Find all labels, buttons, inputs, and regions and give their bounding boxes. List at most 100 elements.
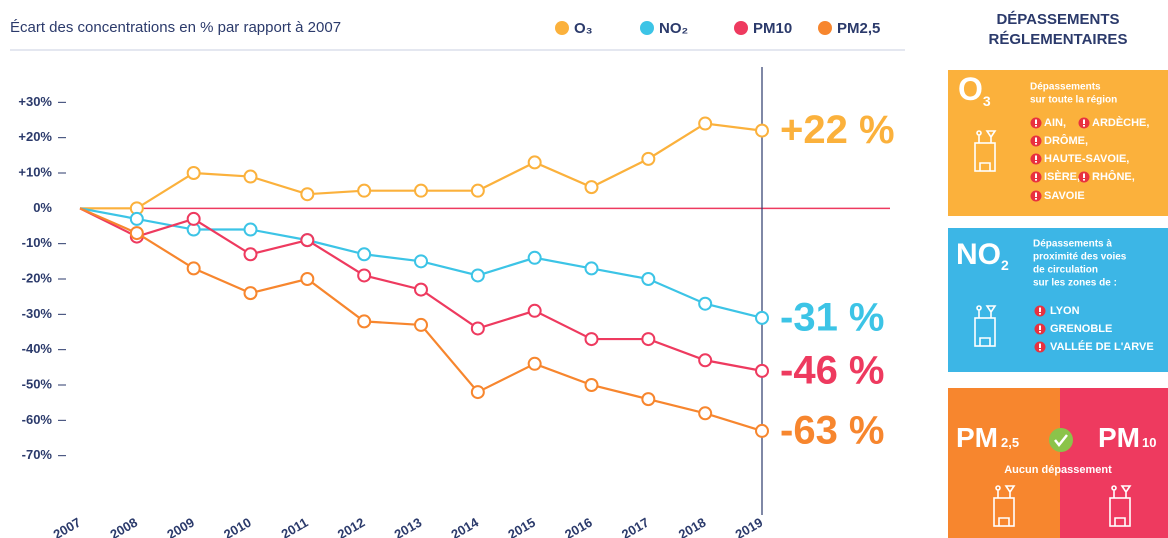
point — [357, 268, 372, 283]
o3-item: SAVOIE — [1044, 190, 1085, 202]
point — [641, 151, 656, 166]
point — [243, 222, 258, 237]
x-tick-label: 2011 — [279, 515, 311, 538]
point — [186, 166, 201, 180]
point — [527, 155, 542, 170]
o3-item: AIN, — [1044, 117, 1066, 129]
point — [300, 272, 315, 286]
y-tick-label: +20% — [18, 129, 52, 144]
pm10-box — [1060, 388, 1168, 538]
y-tick-label: -40% — [22, 341, 53, 356]
point — [300, 187, 315, 202]
point — [186, 261, 201, 276]
point — [357, 183, 372, 198]
x-tick-label: 2010 — [221, 515, 254, 538]
point — [584, 180, 599, 195]
point — [470, 385, 485, 400]
x-tick-label: 2018 — [676, 515, 709, 538]
no2-text: de circulation — [1033, 265, 1098, 276]
x-tick-label: 2016 — [562, 515, 595, 538]
x-tick-label: 2007 — [51, 515, 84, 538]
point — [641, 392, 656, 407]
x-tick-label: 2017 — [619, 515, 652, 538]
legend-label: PM2,5 — [837, 20, 880, 37]
y-tick-label: +30% — [18, 94, 52, 109]
x-tick-label: 2008 — [108, 515, 141, 538]
point — [300, 233, 315, 248]
legend-swatch — [818, 21, 832, 35]
end-label: -63 % — [780, 408, 885, 452]
ok-check — [1054, 434, 1068, 448]
point — [641, 272, 656, 286]
point — [641, 332, 656, 347]
legend: O₃ NO₂ PM10 PM2,5 — [555, 20, 880, 37]
point — [698, 353, 713, 368]
point — [414, 254, 428, 269]
end-label: -46 % — [780, 348, 885, 392]
o3-item: HAUTE-SAVOIE, — [1044, 153, 1129, 165]
legend-label: NO₂ — [659, 20, 688, 37]
no2-label: NO2 — [956, 238, 1009, 273]
point — [698, 296, 713, 311]
point — [129, 211, 144, 226]
o3-text: sur toute la région — [1030, 95, 1117, 106]
o3-item: RHÔNE, — [1092, 170, 1135, 183]
chart-title: Écart des concentrations en % par rappor… — [10, 19, 341, 36]
point — [527, 250, 542, 265]
point — [584, 261, 599, 276]
point — [357, 247, 372, 262]
point — [357, 314, 372, 329]
point — [755, 123, 769, 138]
point — [243, 169, 258, 184]
y-tick-label: -10% — [22, 235, 53, 250]
legend-swatch — [555, 21, 569, 35]
point — [470, 321, 485, 336]
point — [527, 303, 542, 318]
o3-item: ARDÈCHE, — [1092, 116, 1149, 129]
y-tick-label: -50% — [22, 376, 53, 391]
x-tick-label: 2009 — [164, 515, 197, 538]
point — [414, 183, 428, 198]
no2-text: proximité des voies — [1033, 252, 1127, 263]
no2-text: Dépassements à — [1033, 239, 1112, 250]
no2-text: sur les zones de : — [1033, 278, 1117, 289]
legend-label: O₃ — [574, 20, 593, 37]
no2-box — [948, 228, 1168, 372]
point — [414, 317, 428, 332]
x-tick-label: 2013 — [392, 515, 425, 538]
y-tick-label: -30% — [22, 306, 53, 321]
point — [755, 310, 769, 325]
end-label: +22 % — [780, 108, 895, 152]
point — [243, 286, 258, 301]
x-tick-label: 2014 — [449, 514, 482, 538]
x-tick-label: 2012 — [335, 515, 368, 538]
no2-item: VALLÉE DE L'ARVE — [1050, 340, 1154, 353]
y-tick-label: +10% — [18, 164, 52, 179]
y-tick-label: 0% — [33, 200, 52, 215]
legend-label: PM10 — [753, 20, 792, 37]
panel-title: DÉPASSEMENTS — [996, 11, 1119, 28]
x-tick-label: 2015 — [505, 515, 538, 538]
o3-item: ISÈRE, — [1044, 170, 1080, 183]
y-tick-label: -60% — [22, 412, 53, 427]
no2-item: GRENOBLE — [1050, 323, 1112, 335]
point — [698, 406, 713, 421]
point — [755, 423, 769, 438]
pm10-label: PM 10 — [1098, 422, 1156, 453]
point — [470, 268, 485, 283]
point — [584, 332, 599, 347]
point — [243, 247, 258, 262]
pm25-label: PM 2,5 — [956, 422, 1019, 453]
x-tick-label: 2019 — [733, 515, 766, 538]
end-label: -31 % — [780, 295, 885, 339]
point — [584, 378, 599, 392]
point — [129, 226, 144, 241]
o3-text: Dépassements — [1030, 82, 1101, 93]
point — [755, 363, 769, 378]
point — [470, 183, 485, 198]
point — [414, 282, 428, 297]
point — [698, 116, 713, 131]
o3-label: O3 — [958, 71, 991, 108]
legend-swatch — [640, 21, 654, 35]
